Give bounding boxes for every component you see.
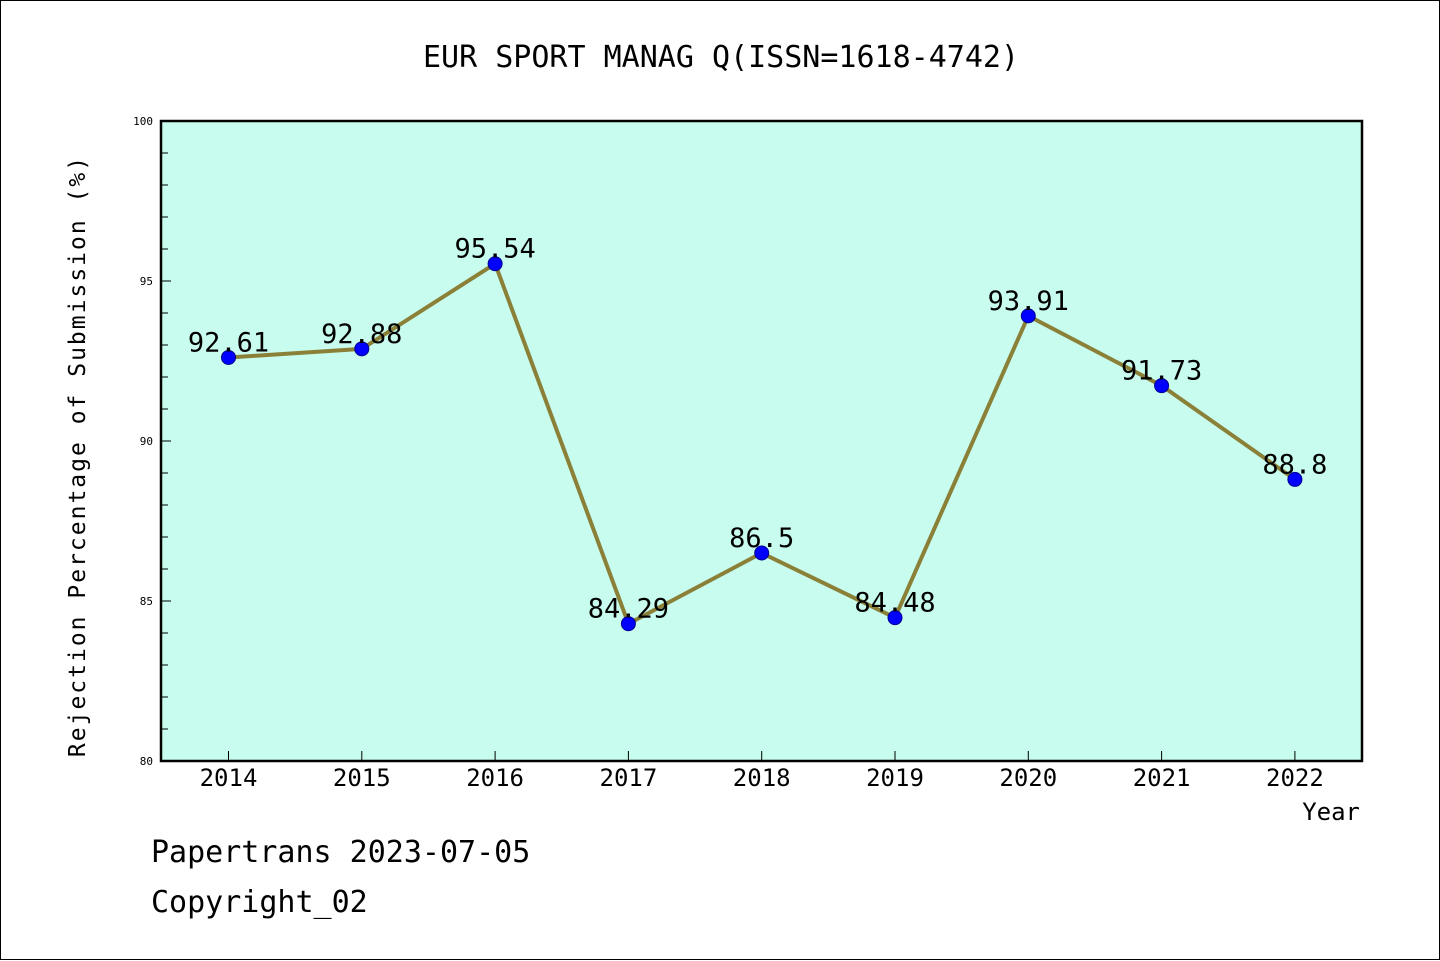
- data-point: [887, 610, 903, 626]
- data-point: [620, 616, 636, 632]
- x-axis-label: Year: [1302, 798, 1360, 826]
- data-label: 91.73: [1121, 356, 1202, 387]
- data-label: 92.88: [321, 319, 402, 350]
- data-label: 95.54: [454, 234, 535, 265]
- data-label: 84.29: [588, 594, 669, 625]
- x-tick-label: 2017: [600, 764, 658, 792]
- data-label: 88.8: [1262, 449, 1327, 480]
- plot-area: [159, 119, 1364, 763]
- y-tick-label: 100: [133, 115, 153, 128]
- data-point: [754, 545, 770, 561]
- y-tick-label: 80: [140, 755, 153, 768]
- data-point: [1020, 308, 1036, 324]
- x-tick-label: 2021: [1133, 764, 1191, 792]
- x-tick-label: 2015: [333, 764, 391, 792]
- y-tick-label: 85: [140, 595, 153, 608]
- y-tick-label: 95: [140, 275, 153, 288]
- data-point: [354, 341, 370, 357]
- x-tick-label: 2019: [866, 764, 924, 792]
- data-point: [487, 256, 503, 272]
- x-tick-label: 2016: [466, 764, 524, 792]
- data-label: 93.91: [988, 286, 1069, 317]
- x-tick-label: 2020: [999, 764, 1057, 792]
- x-tick-label: 2014: [200, 764, 258, 792]
- y-axis-label: Rejection Percentage of Submission (%): [65, 155, 91, 757]
- data-label: 84.48: [854, 588, 935, 619]
- chart-title: EUR SPORT MANAG Q(ISSN=1618-4742): [423, 40, 1019, 75]
- data-point: [1154, 378, 1170, 394]
- y-tick-label: 90: [140, 435, 153, 448]
- footer-copyright: Copyright_02: [151, 885, 368, 920]
- x-tick-label: 2018: [733, 764, 791, 792]
- data-point: [221, 349, 236, 365]
- data-label: 86.5: [729, 523, 794, 554]
- data-label: 92.61: [188, 327, 269, 358]
- footer-date-stamp: Papertrans 2023-07-05: [151, 835, 531, 870]
- x-tick-label: 2022: [1266, 764, 1324, 792]
- data-point: [1287, 471, 1303, 487]
